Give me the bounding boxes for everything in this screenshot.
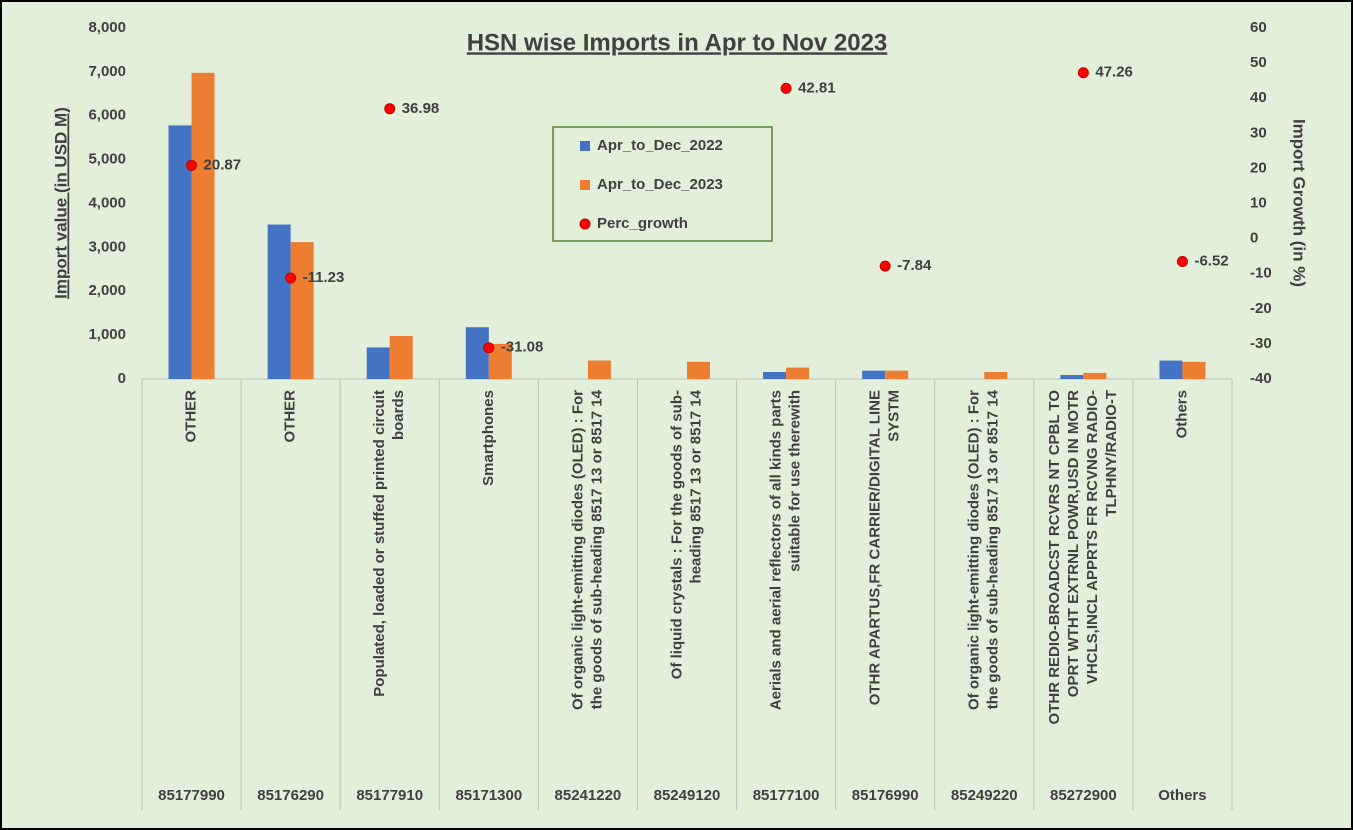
y-tick-label: 7,000 <box>88 63 126 80</box>
x-tick-label: 85177910 <box>356 787 423 804</box>
category-description: suitable for use therewith <box>787 390 804 572</box>
bar <box>1182 361 1206 379</box>
y-tick-label: 3,000 <box>88 238 126 255</box>
bar <box>786 367 810 379</box>
bar <box>587 360 611 379</box>
y2-tick-label: 20 <box>1250 159 1267 176</box>
x-tick-label: 85241220 <box>555 787 622 804</box>
y-tick-label: 4,000 <box>88 194 126 211</box>
category-description: OTHR REDIO-BROADCST RCVRS NT CPBL TO <box>1046 390 1063 725</box>
y-tick-label: 6,000 <box>88 107 126 124</box>
data-label: 47.26 <box>1095 64 1133 81</box>
category-description: Of organic light-emitting diodes (OLED) … <box>569 390 586 710</box>
x-tick-label: Others <box>1158 787 1206 804</box>
y2-tick-label: -30 <box>1250 335 1272 352</box>
bar <box>984 371 1008 379</box>
category-description: SYSTM <box>886 390 903 442</box>
x-tick-label: 85177990 <box>158 787 225 804</box>
category-description: TLPHNY/RADIO-T <box>1103 390 1120 517</box>
category-description: Of liquid crystals : For the goods of su… <box>668 390 685 679</box>
category-description: Aerials and aerial reflectors of all kin… <box>768 390 785 710</box>
y2-tick-label: 60 <box>1250 19 1267 36</box>
growth-point <box>384 103 396 115</box>
growth-point <box>285 272 297 284</box>
legend-label: Perc_growth <box>597 215 688 232</box>
growth-point <box>483 342 495 354</box>
category-description: OPRT WTHT EXTRNL POWR,USD IN MOTR <box>1065 390 1082 697</box>
y-tick-label: 2,000 <box>88 282 126 299</box>
y2-tick-label: 50 <box>1250 54 1267 71</box>
bar <box>267 224 291 379</box>
legend-marker <box>580 180 590 190</box>
growth-point <box>879 260 891 272</box>
category-description: heading 8517 13 or 8517 14 <box>687 389 704 583</box>
bar <box>191 72 215 379</box>
x-tick-label: 85249220 <box>951 787 1018 804</box>
bar <box>290 242 314 379</box>
chart-title: HSN wise Imports in Apr to Nov 2023 <box>467 29 888 56</box>
bar <box>465 327 489 379</box>
bar <box>389 336 413 379</box>
x-tick-label: 85176290 <box>257 787 324 804</box>
x-tick-label: 85176990 <box>852 787 919 804</box>
bar <box>885 370 909 379</box>
bar <box>763 371 787 379</box>
legend-label: Apr_to_Dec_2023 <box>597 176 723 193</box>
category-description: the goods of sub-heading 8517 13 or 8517… <box>588 389 605 709</box>
y2-axis-label: Import Growth (in %) <box>1290 119 1309 287</box>
data-label: -31.08 <box>501 339 544 356</box>
y2-tick-label: 10 <box>1250 194 1267 211</box>
y-axis-label: Import value (in USD M) <box>51 107 70 299</box>
category-description: Others <box>1173 390 1190 438</box>
x-tick-label: 85272900 <box>1050 787 1117 804</box>
bar <box>862 370 886 379</box>
growth-point <box>186 159 198 171</box>
legend-label: Apr_to_Dec_2022 <box>597 137 723 154</box>
growth-point <box>1176 255 1188 267</box>
bar <box>1060 375 1084 379</box>
category-description: VHCLS,INCL APPRTS FR RCVNG RADIO- <box>1084 390 1101 684</box>
x-tick-label: 85171300 <box>455 787 522 804</box>
category-description: OTHER <box>282 390 299 443</box>
x-tick-label: 85249120 <box>654 787 721 804</box>
y2-tick-label: -10 <box>1250 265 1272 282</box>
data-label: 36.98 <box>402 100 440 117</box>
bar <box>488 343 512 379</box>
y2-tick-label: -20 <box>1250 300 1272 317</box>
x-tick-label: 85177100 <box>753 787 820 804</box>
y2-tick-label: 30 <box>1250 124 1267 141</box>
data-label: 42.81 <box>798 79 836 96</box>
category-description: OTHER <box>183 390 200 443</box>
data-label: -11.23 <box>303 269 345 286</box>
data-label: -7.84 <box>897 257 932 274</box>
bar <box>366 347 390 379</box>
category-description: Smartphones <box>480 390 497 486</box>
bar <box>1159 360 1183 379</box>
y2-tick-label: 40 <box>1250 89 1267 106</box>
y-tick-label: 0 <box>118 370 126 387</box>
legend-marker <box>580 141 590 151</box>
y2-tick-label: 0 <box>1250 230 1258 247</box>
category-description: OTHR APARTUS,FR CARRIER/DIGITAL LINE <box>867 390 884 705</box>
legend-marker <box>579 218 591 230</box>
growth-point <box>780 82 792 94</box>
category-description: boards <box>390 390 407 440</box>
category-description: the goods of sub-heading 8517 13 or 8517… <box>985 389 1002 709</box>
growth-point <box>1077 67 1089 79</box>
data-label: 20.87 <box>204 156 242 173</box>
y-tick-label: 5,000 <box>88 151 126 168</box>
bar <box>687 361 710 379</box>
category-description: Populated, loaded or stuffed printed cir… <box>371 390 388 697</box>
y-tick-label: 8,000 <box>88 19 126 36</box>
y-tick-label: 1,000 <box>88 326 126 343</box>
category-description: Of organic light-emitting diodes (OLED) … <box>966 390 983 710</box>
bar <box>1083 372 1107 379</box>
y2-tick-label: -40 <box>1250 370 1272 387</box>
data-label: -6.52 <box>1194 252 1228 269</box>
bar <box>168 125 192 379</box>
